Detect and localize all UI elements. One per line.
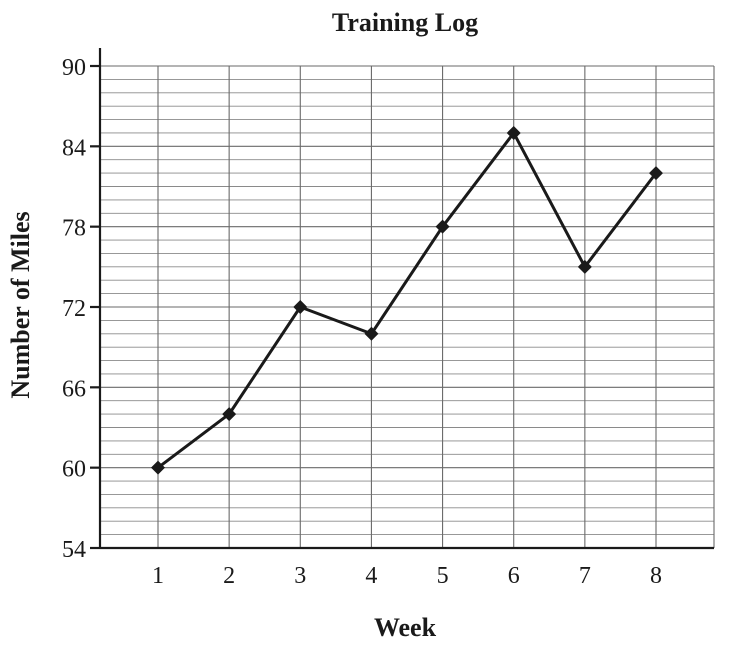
- data-point: [293, 300, 308, 314]
- y-tick-label: 54: [62, 537, 86, 563]
- data-point: [506, 125, 521, 140]
- y-tick-label: 84: [62, 135, 86, 161]
- chart-title: Training Log: [332, 8, 478, 37]
- x-tick-label: 3: [294, 563, 306, 589]
- y-tick-labels: 54 60 66 72 78 84 90: [62, 55, 86, 563]
- y-tick-label: 66: [62, 376, 86, 402]
- data-point: [577, 259, 592, 274]
- x-tick-label: 6: [508, 563, 520, 589]
- data-point: [435, 219, 450, 234]
- axes: [90, 48, 714, 550]
- data-point: [364, 326, 379, 341]
- x-tick-labels: 1 2 3 4 5 6 7 8: [152, 563, 662, 589]
- data-point: [151, 460, 165, 475]
- x-tick-label: 2: [223, 563, 235, 589]
- y-tick-label: 60: [62, 457, 86, 483]
- x-tick-label: 4: [365, 563, 377, 589]
- data-point: [222, 407, 237, 422]
- series-line-group: [157, 131, 658, 469]
- y-tick-label: 90: [62, 55, 86, 81]
- x-tick-label: 5: [437, 563, 449, 589]
- x-tick-label: 7: [579, 563, 591, 589]
- series-line: [157, 131, 658, 469]
- data-points: [151, 125, 663, 475]
- x-tick-label: 1: [152, 563, 164, 589]
- y-tick-label: 72: [62, 296, 86, 322]
- grid-lines: [100, 65, 715, 548]
- y-tick-label: 78: [62, 216, 86, 242]
- x-axis-label: Week: [374, 613, 437, 642]
- y-axis-label: Number of Miles: [6, 211, 35, 398]
- data-point: [649, 166, 663, 181]
- x-tick-label: 8: [650, 563, 662, 589]
